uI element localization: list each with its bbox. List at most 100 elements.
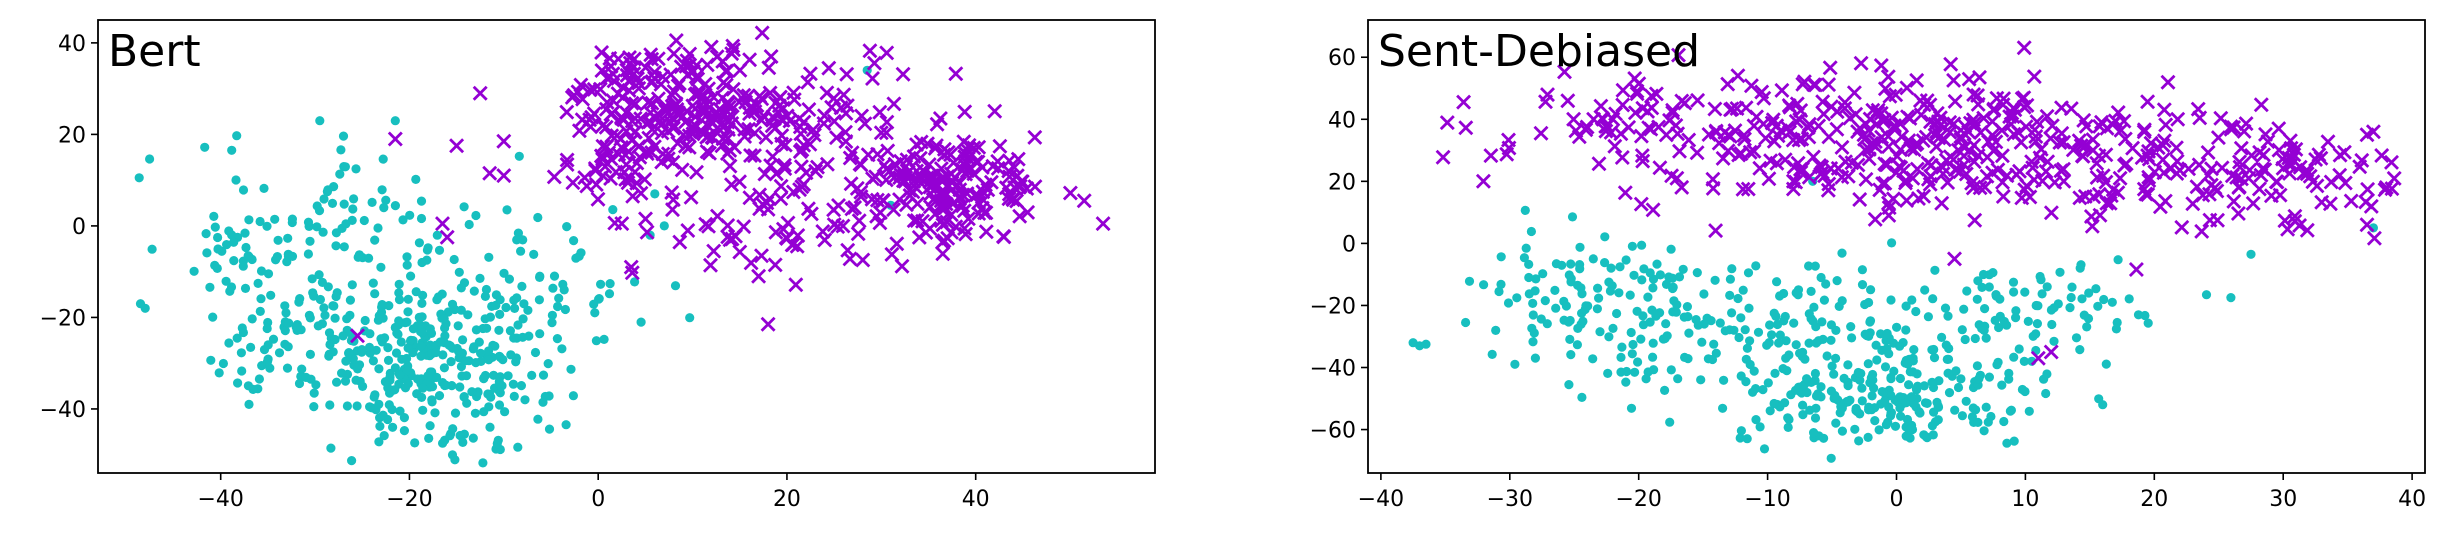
bert-cross-point bbox=[919, 171, 935, 187]
sent-debiased-dot-point bbox=[1837, 426, 1847, 436]
sent-debiased-dot-point bbox=[1831, 418, 1841, 428]
sent-debiased-dot-point bbox=[1743, 268, 1754, 278]
sent-debiased-cross-point bbox=[1995, 189, 2011, 204]
sent-debiased-cross-point bbox=[2174, 219, 2190, 235]
bert-dot-point bbox=[456, 305, 466, 315]
sent-debiased-dot-point bbox=[1972, 361, 1982, 371]
bert-cross-point bbox=[1027, 129, 1043, 145]
sent-debiased-cross-point bbox=[1645, 202, 1661, 218]
sent-debiased-dot-point bbox=[2023, 316, 2033, 326]
sent-debiased-dot-point bbox=[1979, 325, 1989, 335]
bert-dot-point bbox=[377, 302, 387, 312]
bert-dot-point bbox=[402, 260, 412, 270]
bert-dot-point bbox=[530, 347, 541, 358]
sent-debiased-dot-point bbox=[1775, 291, 1785, 301]
sent-debiased-dot-point bbox=[1943, 368, 1953, 378]
sent-debiased-cross-point bbox=[1785, 173, 1801, 189]
bert-dot-point bbox=[244, 215, 254, 225]
sent-debiased-dot-point bbox=[1577, 308, 1587, 318]
bert-cross-point bbox=[789, 238, 805, 254]
bert-dot-point bbox=[330, 313, 340, 323]
sent-debiased-dot-point bbox=[2047, 319, 2057, 330]
sent-debiased-cross-point bbox=[2308, 152, 2324, 167]
bert-cross-point bbox=[637, 171, 653, 187]
sent-debiased-dot-point bbox=[1886, 295, 1896, 305]
sent-debiased-cross-point bbox=[1795, 161, 1810, 177]
bert-cross-point bbox=[757, 166, 773, 182]
sent-debiased-dot-point bbox=[1648, 283, 1658, 293]
bert-dot-point bbox=[391, 348, 402, 358]
bert-dot-point bbox=[512, 293, 522, 303]
bert-dot-point bbox=[339, 242, 349, 252]
sent-debiased-cross-point bbox=[1972, 69, 1987, 85]
bert-dot-point bbox=[431, 347, 441, 358]
bert-cross-point bbox=[679, 103, 695, 119]
sent-debiased-dot-point bbox=[1759, 444, 1770, 454]
bert-cross-point bbox=[1005, 192, 1021, 208]
bert-cross-point bbox=[839, 66, 855, 82]
bert-dot-point bbox=[509, 303, 520, 313]
sent-debiased-dot-point bbox=[1661, 319, 1671, 329]
sent-debiased-dot-point bbox=[2066, 292, 2076, 303]
sent-debiased-dot-point bbox=[1578, 316, 1588, 326]
sent-debiased-dot-point bbox=[1672, 300, 1682, 310]
sent-debiased-cross-point bbox=[2281, 157, 2297, 173]
bert-cross-point bbox=[672, 234, 688, 250]
bert-dot-point bbox=[410, 438, 420, 448]
sent-debiased-dot-point bbox=[1727, 264, 1737, 274]
bert-dot-point bbox=[418, 405, 428, 415]
bert-dot-point bbox=[562, 222, 572, 232]
sent-debiased-dot-point bbox=[1595, 327, 1605, 337]
bert-dot-point bbox=[438, 350, 448, 360]
sent-debiased-dot-point bbox=[2055, 267, 2065, 277]
sent-debiased-dot-point bbox=[1600, 232, 1610, 242]
sent-debiased-cross-point bbox=[1834, 169, 1850, 185]
bert-dot-point bbox=[470, 408, 480, 418]
bert-cross-point bbox=[350, 328, 365, 344]
bert-cross-point bbox=[929, 116, 945, 132]
sent-debiased-dot-point bbox=[1770, 368, 1780, 378]
bert-dot-point bbox=[212, 263, 222, 273]
sent-debiased-cross-point bbox=[1720, 76, 1736, 92]
sent-debiased-dot-point bbox=[2005, 406, 2015, 416]
sent-debiased-cross-point bbox=[2052, 135, 2068, 150]
sent-debiased-cross-point bbox=[1846, 85, 1862, 101]
bert-cross-point bbox=[622, 74, 637, 90]
bert-cross-point bbox=[614, 216, 630, 232]
sent-debiased-cross-point bbox=[2384, 154, 2399, 170]
bert-dot-point bbox=[495, 309, 505, 319]
sent-debiased-dot-point bbox=[1804, 261, 1814, 271]
bert-dot-point bbox=[434, 245, 445, 255]
sent-debiased-x-tick-label: 30 bbox=[2269, 487, 2297, 512]
bert-dot-point bbox=[224, 338, 234, 348]
sent-debiased-dot-point bbox=[1621, 255, 1631, 265]
sent-debiased-dot-point bbox=[1487, 349, 1497, 359]
sent-debiased-dot-point bbox=[1984, 372, 1994, 382]
bert-cross-point bbox=[664, 87, 680, 103]
bert-dot-point bbox=[291, 322, 301, 332]
sent-debiased-cross-point bbox=[1920, 155, 1936, 171]
sent-debiased-dot-point bbox=[1868, 369, 1878, 380]
sent-debiased-dot-point bbox=[1857, 383, 1867, 393]
sent-debiased-dot-point bbox=[1960, 334, 1970, 345]
sent-debiased-cross-point bbox=[2140, 148, 2156, 164]
bert-cross-point bbox=[706, 243, 722, 259]
bert-y-tick-label: 0 bbox=[72, 215, 86, 240]
sent-debiased-dot-point bbox=[1648, 352, 1658, 362]
bert-dot-point bbox=[263, 269, 274, 279]
bert-dot-point bbox=[469, 286, 479, 296]
bert-cross-point bbox=[668, 33, 684, 48]
bert-dot-point bbox=[505, 326, 515, 336]
sent-debiased-x-tick-label: 20 bbox=[2140, 487, 2168, 512]
sent-debiased-dot-point bbox=[1588, 354, 1598, 364]
bert-cross-point bbox=[850, 226, 866, 242]
sent-debiased-dot-point bbox=[1979, 426, 1989, 436]
sent-debiased-cross-point bbox=[1812, 158, 1827, 173]
bert-cross-point bbox=[794, 179, 810, 195]
bert-dot-point bbox=[520, 395, 530, 405]
sent-debiased-cross-point bbox=[2092, 118, 2108, 134]
bert-dot-point bbox=[604, 289, 615, 299]
bert-x-tick-label: 0 bbox=[591, 487, 605, 512]
sent-debiased-cross-point bbox=[2271, 121, 2287, 137]
sent-debiased-cross-point bbox=[1566, 111, 1582, 127]
